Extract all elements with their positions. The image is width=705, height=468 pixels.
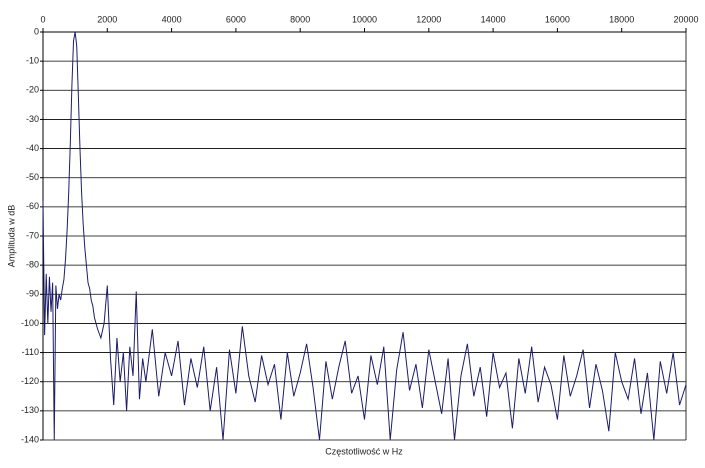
y-tick-label: -20 <box>26 85 39 95</box>
y-tick-label: -100 <box>21 318 39 328</box>
x-tick-label: 10000 <box>352 14 377 24</box>
x-tick-label: 6000 <box>226 14 246 24</box>
y-tick-label: -70 <box>26 230 39 240</box>
x-tick-label: 4000 <box>162 14 182 24</box>
x-tick-label: 8000 <box>290 14 310 24</box>
y-tick-label: -50 <box>26 172 39 182</box>
x-tick-label: 0 <box>40 14 45 24</box>
y-tick-label: -90 <box>26 289 39 299</box>
y-tick-label: -10 <box>26 56 39 66</box>
y-axis-label: Amplituda w dB <box>6 205 16 268</box>
y-tick-label: -80 <box>26 260 39 270</box>
data-line <box>42 31 687 441</box>
x-tick-label: 12000 <box>416 14 441 24</box>
y-tick-label: 0 <box>34 26 39 36</box>
x-tick-label: 14000 <box>481 14 506 24</box>
x-axis-label: Częstotliwość w Hz <box>325 446 403 456</box>
x-tick-label: 18000 <box>609 14 634 24</box>
x-tick-label: 2000 <box>97 14 117 24</box>
y-tick-label: -130 <box>21 405 39 415</box>
y-tick-label: -110 <box>22 347 39 357</box>
x-tick-label: 16000 <box>545 14 570 24</box>
y-tick-label: -60 <box>26 201 39 211</box>
y-tick-label: -40 <box>26 143 39 153</box>
y-tick-label: -30 <box>26 114 39 124</box>
x-tick-label: 20000 <box>673 14 698 24</box>
y-tick-label: -140 <box>21 434 39 444</box>
y-tick-label: -120 <box>21 376 39 386</box>
